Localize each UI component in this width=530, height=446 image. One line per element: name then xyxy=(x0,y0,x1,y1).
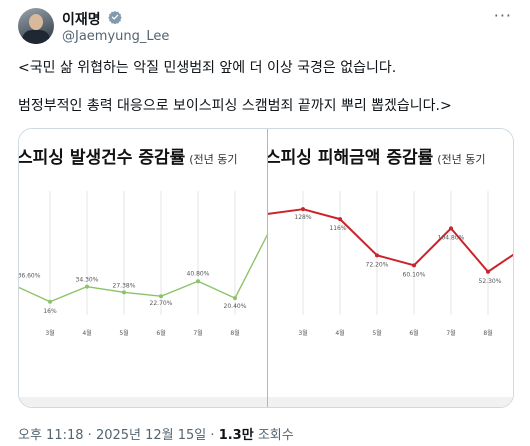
more-options-icon[interactable]: ··· xyxy=(493,6,512,25)
chart-damage-bottom xyxy=(268,397,513,407)
data-point xyxy=(122,290,126,295)
chart-damage-title: 스피싱 피해금액 증감률 (전년 동기 xyxy=(268,148,486,168)
x-tick-label: 4월 xyxy=(82,329,91,337)
data-label: 52.30% xyxy=(479,278,502,285)
x-tick-label: 3월 xyxy=(298,329,307,337)
x-tick-label: 8월 xyxy=(483,329,492,337)
avatar-suit xyxy=(22,30,50,44)
x-tick-label: 5월 xyxy=(119,329,128,337)
chart-occurrence-panel[interactable]: 스피싱 발생건수 증감률 (전년 동기 36.60% 16% 34.30% 27.38%… xyxy=(19,129,267,407)
x-tick-label: 7월 xyxy=(193,329,202,337)
tweet-line-1: <국민 삶 위협하는 악질 민생범죄 앞에 더 이상 국경은 없습니다. xyxy=(18,60,397,76)
data-label: 20.40% xyxy=(224,303,247,310)
x-tick-label: 7월 xyxy=(446,329,455,337)
data-point xyxy=(412,263,416,268)
chart-occurrence-bottom xyxy=(19,397,267,407)
data-point xyxy=(449,226,453,231)
avatar[interactable] xyxy=(18,8,54,44)
chart-occurrence: 36.60% 16% 34.30% 27.38% 22.70% 40.80% 20.40% 3… xyxy=(19,191,267,337)
data-label: 40.80% xyxy=(187,270,210,277)
data-label: 104.80% xyxy=(438,234,465,241)
tweet-media[interactable]: 스피싱 발생건수 증감률 (전년 동기 36.60% 16% 34.30% 27.38%… xyxy=(18,128,514,408)
tweet-date[interactable]: 2025년 12월 15일 xyxy=(95,428,207,443)
tweet-line-2: 범정부적인 총력 대응으로 보이스피싱 스캠범죄 끝까지 뿌리 뽑겠습니다.> xyxy=(18,98,452,114)
data-label: 72.20% xyxy=(366,261,389,268)
data-label: 36.60% xyxy=(19,273,41,280)
x-tick-label: 6월 xyxy=(156,329,165,337)
x-tick-label: 5월 xyxy=(372,329,381,337)
view-count-label: 조회수 xyxy=(257,428,294,443)
data-label: 22.70% xyxy=(150,300,173,307)
data-point xyxy=(338,217,342,222)
data-label: 116% xyxy=(329,225,346,232)
author-handle[interactable]: @Jaemyung_Lee xyxy=(62,29,170,44)
data-label: 60.10% xyxy=(403,271,426,278)
data-point xyxy=(48,299,52,304)
x-tick-label: 6월 xyxy=(409,329,418,337)
meta-separator: · xyxy=(210,428,215,443)
data-label: 128% xyxy=(294,214,311,221)
tweet-text: <국민 삶 위협하는 악질 민생범죄 앞에 더 이상 국경은 없습니다. 범정부… xyxy=(18,58,518,116)
data-point xyxy=(196,279,200,284)
view-count: 1.3만 xyxy=(218,428,254,443)
meta-separator: · xyxy=(87,428,92,443)
data-point xyxy=(301,207,305,212)
tweet-meta: 오후 11:18 · 2025년 12월 15일 · 1.3만 조회수 xyxy=(18,424,294,443)
x-tick-label: 3월 xyxy=(45,329,54,337)
avatar-face xyxy=(29,14,43,30)
image-divider xyxy=(267,129,268,407)
chart-damage: 128%116%72.20%60.10%104.80%52.30%82.53월4… xyxy=(268,191,513,337)
x-tick-label: 4월 xyxy=(335,329,344,337)
data-point xyxy=(233,296,237,301)
x-tick-label: 8월 xyxy=(230,329,239,337)
data-point xyxy=(486,269,490,274)
author-name[interactable]: 이재명 xyxy=(62,12,101,28)
tweet-time[interactable]: 오후 11:18 xyxy=(18,428,84,443)
data-point xyxy=(85,284,89,289)
data-point xyxy=(159,294,163,299)
chart-damage-panel[interactable]: 스피싱 피해금액 증감률 (전년 동기 128% 116% 72.20% 60.10% 1… xyxy=(268,129,513,407)
chart-occurrence-title: 스피싱 발생건수 증감률 (전년 동기 xyxy=(19,148,238,168)
data-label: 34.30% xyxy=(76,277,99,284)
series-line xyxy=(268,208,513,273)
data-label: 27.38% xyxy=(113,282,136,289)
data-label: 16% xyxy=(43,308,57,315)
series-line xyxy=(19,233,267,303)
data-point xyxy=(375,253,379,258)
verified-badge-icon xyxy=(108,10,122,24)
